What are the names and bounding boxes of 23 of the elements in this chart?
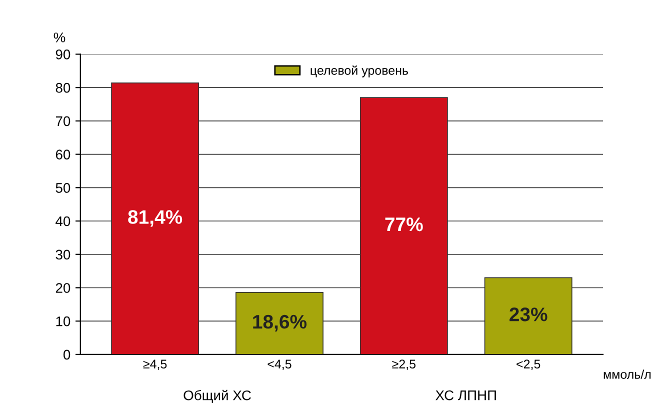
y-tick-label: 30: [56, 250, 70, 260]
text: Общий ХС: [184, 390, 251, 403]
data-label: 23%: [510, 308, 548, 322]
y-tick-label: 80: [56, 82, 70, 93]
data-label: 18,6%: [253, 314, 307, 332]
y-axis-title: %: [54, 32, 66, 42]
x-axis-title: ммоль/л: [604, 370, 651, 379]
x-tick-label: ≥2,5: [392, 360, 416, 370]
y-tick-label: 0: [63, 350, 70, 360]
x-tick-label: <2,5: [516, 360, 540, 370]
x-tick-label: <4,5: [268, 360, 292, 370]
text: ХС ЛПНП: [436, 390, 496, 400]
y-tick-label: 90: [56, 50, 70, 60]
legend-label: целевой уровень: [310, 65, 408, 78]
x-tick-label: ≥4,5: [143, 360, 167, 370]
y-tick-label: 50: [56, 182, 70, 193]
data-label: 81,4%: [128, 210, 182, 227]
y-tick-label: 10: [56, 316, 70, 326]
y-tick-label: 70: [56, 116, 70, 126]
y-tick-label: 20: [56, 283, 70, 293]
y-tick-label: 60: [56, 150, 70, 160]
y-tick-label: 40: [56, 216, 70, 226]
data-label: 77%: [385, 218, 423, 232]
